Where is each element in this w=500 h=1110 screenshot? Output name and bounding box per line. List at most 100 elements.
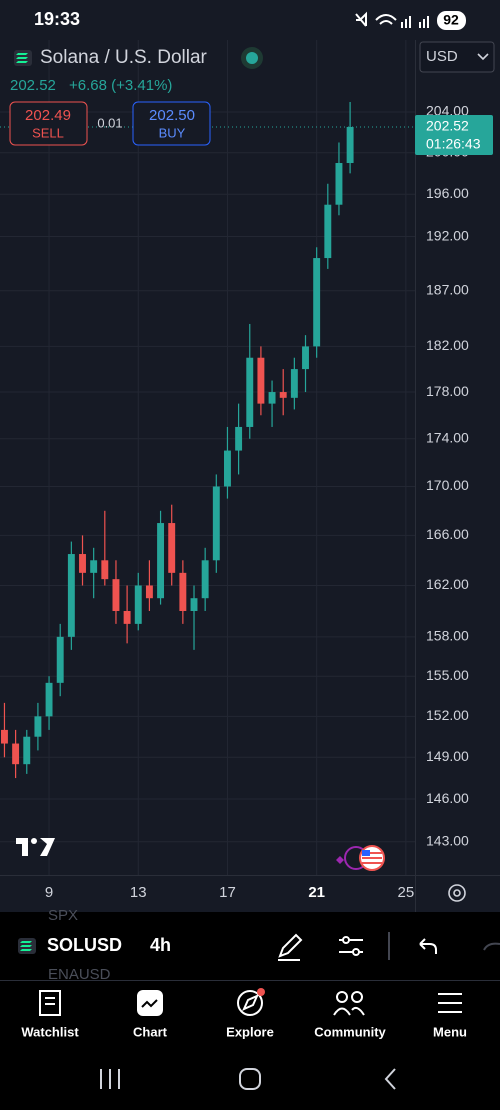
candle-body [179, 572, 187, 612]
price: 202.52 [10, 77, 56, 94]
currency[interactable]: USD [426, 48, 458, 65]
last-price-label: 202.52 [426, 118, 469, 134]
settings-button[interactable] [448, 884, 466, 902]
candle-body [224, 450, 231, 487]
candle-body [56, 636, 64, 683]
y-tick-label: 192.00 [426, 227, 469, 243]
sell-label[interactable]: SELL [32, 125, 64, 140]
status-bar [0, 0, 500, 40]
nav-labels: Watchlist Chart Explore Community Menu [21, 1024, 467, 1039]
clock: 19:33 [34, 9, 80, 29]
x-tick-label: 21 [308, 884, 325, 901]
sell-button[interactable] [9, 101, 88, 146]
system-buttons[interactable] [100, 1068, 396, 1090]
buy-label[interactable]: BUY [159, 125, 186, 140]
candle-body [168, 523, 176, 573]
candle-body [246, 357, 254, 427]
nav-label[interactable]: Explore [226, 1024, 274, 1039]
system-nav [0, 1060, 500, 1110]
x-tick-label: 9 [45, 884, 53, 901]
candle-body [346, 126, 354, 164]
y-tick-label: 146.00 [426, 790, 469, 806]
x-tick-label: 13 [130, 884, 147, 901]
candle-body [101, 560, 109, 580]
battery [437, 11, 466, 30]
candle-body [67, 554, 75, 637]
toolbar [0, 912, 500, 980]
symbol[interactable]: SOLUSD [47, 935, 122, 955]
y-tick-label: 162.00 [426, 576, 469, 592]
candle-body [290, 369, 298, 398]
candle-body [45, 682, 53, 717]
y-tick-label: 152.00 [426, 707, 469, 723]
bar-countdown: 01:26:43 [426, 136, 481, 152]
candle-body [257, 357, 265, 404]
next-symbol: ENAUSD [48, 966, 111, 983]
y-tick-label: 204.00 [426, 103, 469, 119]
candle-body [12, 743, 20, 765]
y-tick-label: 196.00 [426, 185, 469, 201]
candle-body [190, 598, 198, 612]
candle-body [324, 204, 332, 259]
y-tick-label: 182.00 [426, 337, 469, 353]
nav-label[interactable]: Community [314, 1024, 386, 1039]
candle-body [112, 579, 120, 612]
nav-icons[interactable] [39, 990, 462, 1016]
price-change: +6.68 (+3.41%) [69, 77, 172, 94]
status-icons [355, 11, 429, 28]
y-tick-label: 174.00 [426, 429, 469, 445]
interval[interactable]: 4h [150, 935, 171, 955]
y-tick-label: 187.00 [426, 281, 469, 297]
dropdown-arrow [477, 53, 489, 61]
symbol-title[interactable]: Solana / U.S. Dollar [40, 47, 208, 68]
candle-body [268, 392, 276, 404]
toolbar-icons[interactable] [278, 932, 500, 961]
notification-dot [257, 988, 265, 996]
x-tick-label: 17 [219, 884, 236, 901]
market-status-dot [246, 52, 258, 64]
previous-symbol: SPX [48, 907, 78, 924]
nav-label[interactable]: Chart [133, 1024, 168, 1039]
battery-level: 92 [443, 12, 459, 28]
y-tick-label: 155.00 [426, 667, 469, 683]
y-tick-label: 158.00 [426, 628, 469, 644]
nav-bar [0, 980, 500, 1060]
events-icon[interactable] [336, 845, 385, 871]
buy-button[interactable] [132, 101, 211, 146]
x-tick-label: 25 [398, 884, 415, 901]
candle-body [335, 163, 343, 205]
candle-body [79, 554, 86, 573]
candle-body [1, 729, 8, 744]
logo [16, 838, 55, 856]
candle-body [201, 560, 209, 599]
candle-body [134, 585, 142, 624]
y-tick-label: 170.00 [426, 477, 469, 493]
nav-label[interactable]: Menu [433, 1024, 467, 1039]
buy-price[interactable]: 202.50 [149, 107, 195, 124]
y-tick-label: 166.00 [426, 526, 469, 542]
spread: 0.01 [97, 115, 122, 130]
candle-body [302, 346, 309, 370]
plot: 143.00 146.00 149.00 152.00 155.00 158.00 162.… [0, 40, 500, 912]
candle-body [123, 611, 131, 624]
nav-label[interactable]: Watchlist [21, 1024, 79, 1039]
candle-body [90, 560, 98, 573]
last-price-tag [415, 114, 493, 155]
candle-body [23, 736, 31, 765]
settings-center [453, 889, 461, 897]
candle-body [157, 523, 165, 599]
y-tick-label: 178.00 [426, 383, 469, 399]
candle-body [313, 258, 321, 347]
candle-body [279, 392, 287, 398]
toolbar-symbol-mark [20, 941, 32, 951]
y-tick-label: 149.00 [426, 748, 469, 764]
candle-body [145, 585, 153, 599]
symbol-icon [14, 50, 32, 66]
currency-select[interactable] [419, 41, 495, 73]
candle-body [212, 486, 220, 561]
y-tick-label: 143.00 [426, 832, 469, 848]
candle-body [235, 426, 243, 451]
sell-price[interactable]: 202.49 [25, 107, 71, 124]
